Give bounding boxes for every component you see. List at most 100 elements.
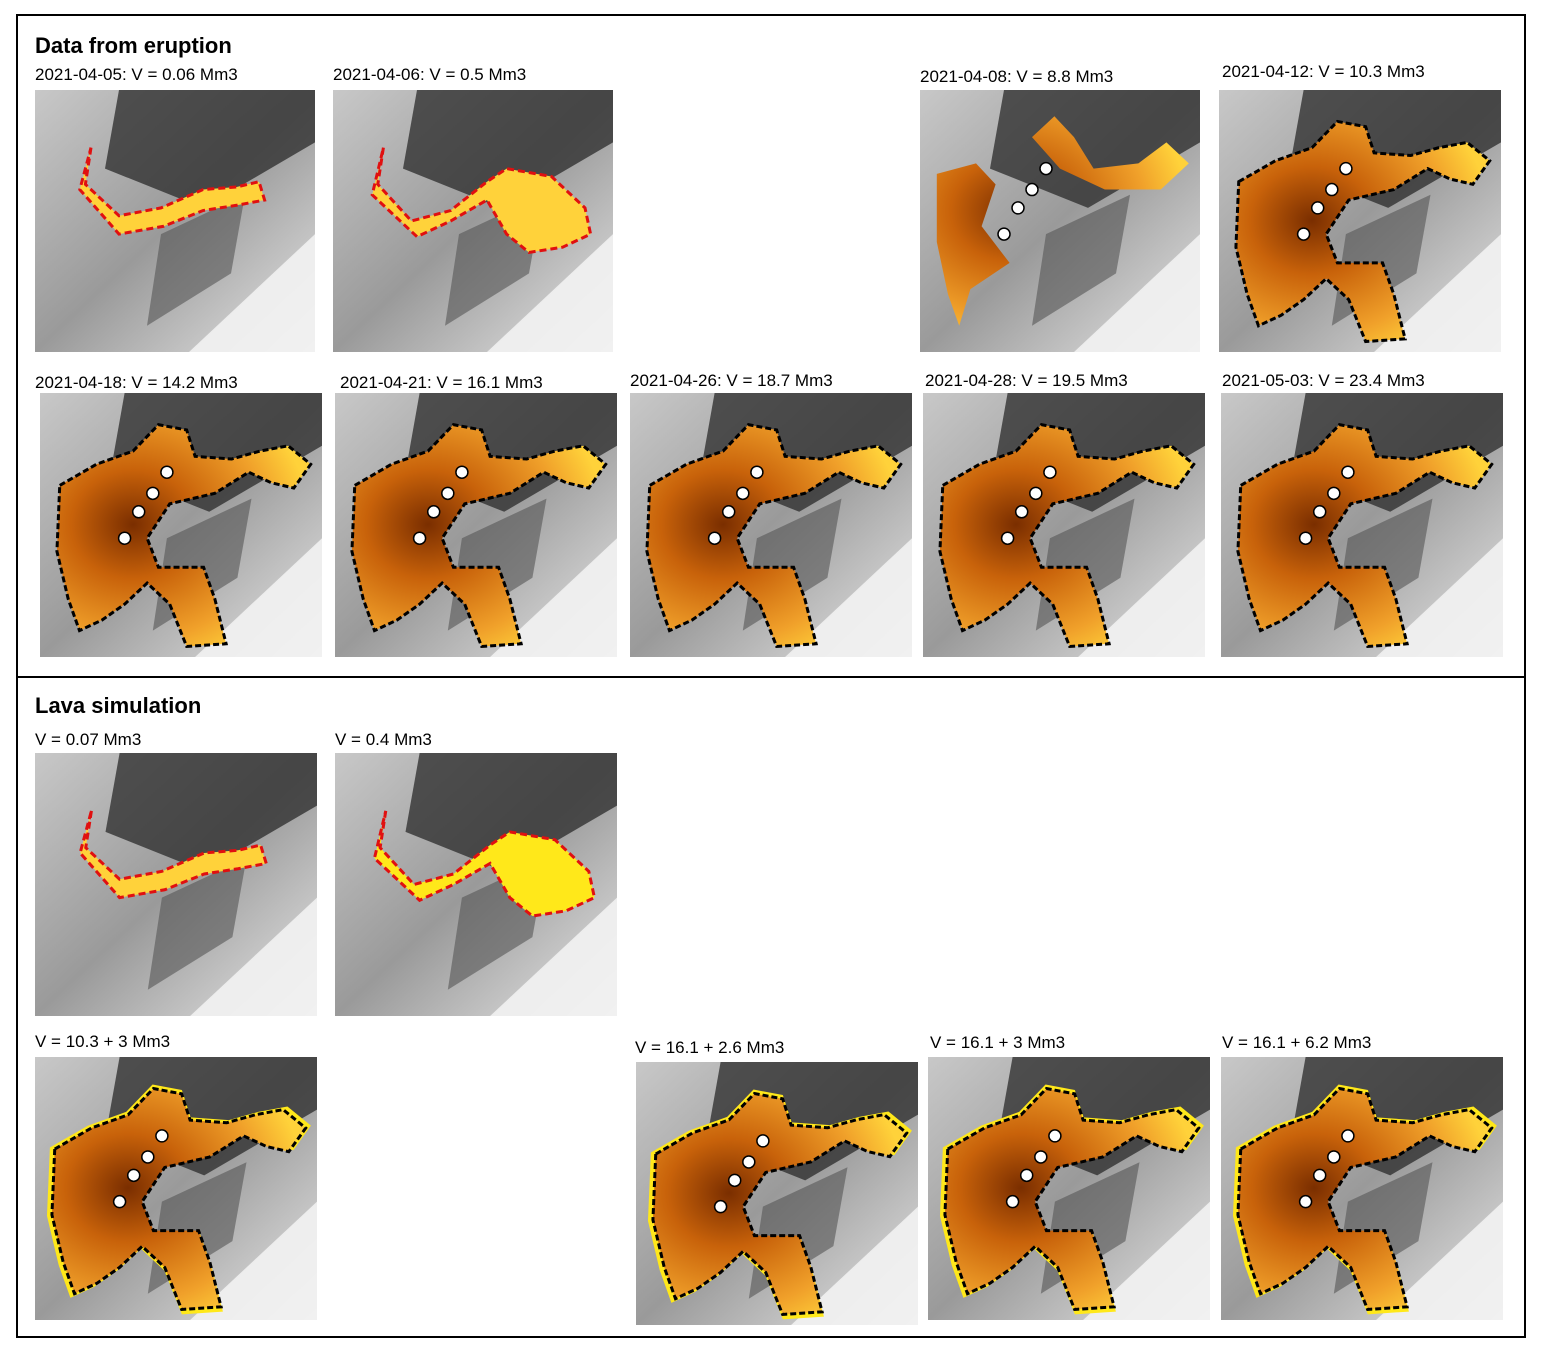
vent: [736, 486, 750, 501]
map-panel: [40, 393, 322, 657]
lava-outline: [1238, 1089, 1492, 1310]
ridge: [490, 897, 617, 1016]
vent: [1339, 161, 1353, 176]
lava-flow: [936, 116, 1189, 326]
panel-label: V = 0.4 Mm3: [335, 730, 432, 749]
flow: [648, 1090, 912, 1320]
vent: [997, 227, 1011, 241]
shadow: [990, 90, 1200, 208]
panel-label: 2021-04-06: V = 0.5 Mm3: [333, 65, 526, 84]
map-panel: [928, 1057, 1210, 1320]
ridge: [487, 234, 613, 352]
lava-flow: [374, 810, 595, 917]
ridge: [195, 538, 322, 657]
map-panel: [923, 393, 1205, 657]
lava-outline: [352, 425, 606, 647]
ridge: [791, 1206, 918, 1325]
panel-label: V = 0.07 Mm3: [35, 730, 141, 749]
map-panel: [630, 393, 912, 657]
vent: [1327, 486, 1341, 501]
vent: [727, 1173, 742, 1188]
panel-label: V = 16.1 + 6.2 Mm3: [1222, 1033, 1371, 1052]
vent: [141, 1150, 155, 1164]
lava-outline: [374, 811, 594, 916]
vent: [1048, 1129, 1062, 1143]
ridge: [1374, 234, 1501, 352]
panel-label: V = 16.1 + 3 Mm3: [930, 1033, 1065, 1052]
flow: [352, 425, 606, 647]
shadow: [405, 753, 617, 872]
vent: [1019, 1168, 1034, 1183]
lava-outline: [940, 425, 1194, 647]
panel-label: 2021-04-08: V = 8.8 Mm3: [920, 67, 1113, 86]
vent: [1043, 465, 1057, 479]
panel-label: V = 10.3 + 3 Mm3: [35, 1032, 170, 1051]
map-panel: [1221, 1057, 1503, 1320]
ridge: [189, 234, 315, 352]
lava-outline: [653, 1094, 907, 1315]
lava-outline: [57, 425, 311, 647]
vent: [117, 531, 132, 545]
vent: [750, 465, 764, 479]
flow: [647, 425, 901, 647]
flow: [57, 425, 311, 647]
ridge: [1376, 538, 1503, 657]
lava-flow: [56, 424, 311, 647]
vent: [455, 465, 469, 479]
lava-flow: [944, 1088, 1199, 1310]
vent: [721, 505, 736, 519]
flow: [374, 811, 594, 916]
flow: [1233, 1085, 1497, 1315]
flow: [1238, 425, 1492, 647]
vent: [1310, 201, 1325, 215]
vent: [155, 1129, 169, 1143]
map-panel: [35, 90, 315, 352]
vent: [1296, 227, 1311, 241]
section-frame: [16, 676, 1526, 1338]
ridge: [1083, 1201, 1210, 1320]
lava-flow: [646, 424, 901, 647]
flow: [372, 148, 590, 253]
lava-flow: [1237, 424, 1492, 647]
vent: [112, 1194, 127, 1209]
lava-outline: [1236, 121, 1490, 341]
lava-outline: [80, 811, 266, 898]
vent: [1325, 182, 1339, 197]
map-panel: [35, 1057, 317, 1320]
lava-outline: [372, 148, 590, 253]
vent: [1298, 531, 1313, 545]
ridge: [1376, 1201, 1503, 1320]
shadow: [105, 90, 315, 208]
vent: [1312, 1168, 1327, 1183]
lava-flow: [939, 424, 1194, 647]
section-title: Data from eruption: [35, 33, 232, 58]
panel-label: V = 16.1 + 2.6 Mm3: [635, 1038, 784, 1057]
lava-flow: [80, 810, 267, 898]
lava-flow: [1237, 1088, 1492, 1310]
vent: [707, 531, 722, 545]
lava-outline: [945, 1089, 1199, 1310]
vent: [1298, 1194, 1313, 1209]
map-panel: [920, 90, 1200, 352]
vent: [412, 531, 427, 545]
vent: [1034, 1150, 1048, 1164]
vent: [1029, 486, 1043, 501]
vent: [742, 1155, 756, 1169]
vent: [160, 465, 174, 479]
vent: [1341, 1129, 1355, 1143]
shadow: [147, 858, 247, 990]
vent: [131, 505, 146, 519]
panel-label: 2021-04-26: V = 18.7 Mm3: [630, 371, 833, 390]
lava-outline: [1238, 425, 1492, 647]
lava-outline: [52, 1089, 306, 1310]
vent: [1039, 161, 1053, 176]
flow: [47, 1085, 311, 1315]
ridge: [190, 897, 317, 1016]
panel-label: 2021-04-28: V = 19.5 Mm3: [925, 371, 1128, 390]
flow: [940, 1085, 1204, 1315]
lava-flow: [79, 147, 265, 235]
shadow: [147, 194, 245, 326]
ridge: [785, 538, 912, 657]
shadow: [105, 753, 317, 872]
